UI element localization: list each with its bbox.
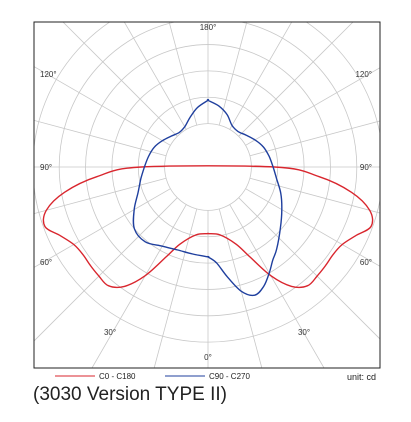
grid-spoke xyxy=(238,22,354,137)
figure-caption: (3030 Version TYPE II) xyxy=(33,384,227,405)
angle-label: 60° xyxy=(360,258,372,267)
angle-labels: 180° 120° 120° 90° 90° 60° 60° 30° 30° 0° xyxy=(40,23,372,362)
grid-spoke xyxy=(245,67,380,146)
angle-label: 90° xyxy=(40,163,52,172)
angle-label: 0° xyxy=(204,353,212,362)
angle-label: 120° xyxy=(40,70,57,79)
series-line-c0-c180 xyxy=(42,165,374,289)
grid-spoke xyxy=(218,208,263,368)
plot-frame xyxy=(33,21,381,369)
grid-spoke xyxy=(229,22,293,130)
grid-spoke xyxy=(229,204,325,368)
grid-spoke xyxy=(153,208,198,368)
grid-spoke xyxy=(249,120,380,157)
angle-label: 30° xyxy=(104,328,116,337)
grid-spoke xyxy=(218,22,248,126)
grid-spoke xyxy=(168,22,198,126)
grid-spoke xyxy=(249,177,380,214)
angle-label: 90° xyxy=(360,163,372,172)
legend-label: C0 - C180 xyxy=(99,372,136,381)
grid-spoke xyxy=(34,177,167,215)
grid-spoke xyxy=(34,119,167,157)
angle-label: 180° xyxy=(200,23,217,32)
series-curves xyxy=(42,98,374,297)
legend: C0 - C180 C90 - C270 xyxy=(55,372,250,381)
legend-label: C90 - C270 xyxy=(209,372,250,381)
grid-spoke xyxy=(34,66,171,146)
grid-spoke xyxy=(91,204,187,368)
grid-spoke xyxy=(238,197,380,340)
grid-spoke xyxy=(34,197,178,342)
angle-label: 120° xyxy=(355,70,372,79)
grid-spoke xyxy=(123,22,187,130)
unit-label: unit: cd xyxy=(347,372,376,382)
grid-ring xyxy=(164,123,252,211)
grid-spoke xyxy=(245,188,380,267)
series-line-c90-c270 xyxy=(132,98,283,297)
angle-label: 60° xyxy=(40,258,52,267)
grid-spoke xyxy=(62,22,178,137)
grid-spoke xyxy=(34,188,171,268)
angle-label: 30° xyxy=(298,328,310,337)
